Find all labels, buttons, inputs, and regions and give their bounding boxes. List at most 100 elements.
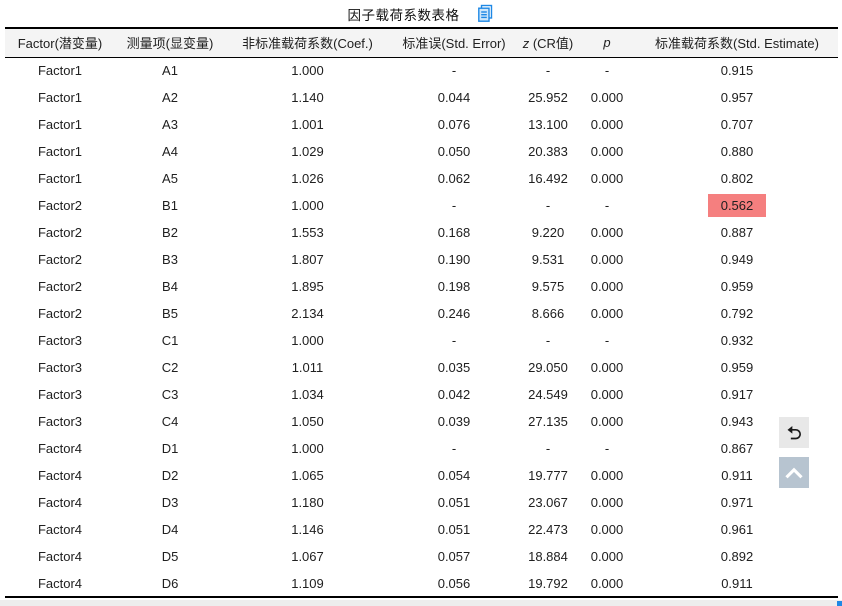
cell-z: 8.666 xyxy=(531,306,565,321)
cell-p: 0.000 xyxy=(590,575,624,591)
cell-coef: 1.065 xyxy=(291,468,324,483)
cell-item: B3 xyxy=(162,252,178,267)
cell-stderr: 0.035 xyxy=(437,360,471,375)
cell-est: 0.911 xyxy=(721,468,753,483)
cell-p: - xyxy=(604,198,610,213)
cell-p: 0.000 xyxy=(590,225,624,240)
cell-factor: Factor1 xyxy=(37,144,83,159)
cell-z: 18.884 xyxy=(528,549,568,564)
cell-factor: Factor2 xyxy=(37,198,83,213)
table-row: Factor4 D1 1.000 - - - 0.867 xyxy=(5,435,838,462)
cell-p: 0.000 xyxy=(590,387,624,402)
cell-est: 0.917 xyxy=(720,387,754,402)
cell-item: B5 xyxy=(162,306,178,321)
cell-z: - xyxy=(545,63,551,79)
cell-coef: 1.000 xyxy=(291,333,324,348)
cell-p: - xyxy=(604,441,610,456)
cell-item: B2 xyxy=(162,225,178,240)
cell-p: 0.000 xyxy=(590,279,624,294)
cell-est: 0.707 xyxy=(720,117,754,132)
cell-p: 0.000 xyxy=(590,306,624,321)
cell-coef: 1.067 xyxy=(291,549,324,564)
scroll-to-top-button[interactable] xyxy=(779,457,809,488)
cell-item: B4 xyxy=(162,279,178,294)
cell-z: 16.492 xyxy=(528,171,568,186)
cell-factor: Factor3 xyxy=(37,333,83,348)
cell-z: - xyxy=(545,441,551,456)
cell-est: 0.971 xyxy=(720,495,754,510)
cell-coef: 1.553 xyxy=(291,225,324,240)
cell-z: 20.383 xyxy=(528,144,568,159)
cell-stderr: 0.054 xyxy=(437,468,471,483)
cell-factor: Factor1 xyxy=(37,171,83,186)
cell-z: - xyxy=(545,333,551,348)
cell-stderr: 0.051 xyxy=(437,495,471,510)
cell-item: A3 xyxy=(162,117,178,132)
cell-coef: 1.140 xyxy=(291,90,324,105)
cell-factor: Factor3 xyxy=(37,387,83,402)
undo-button[interactable] xyxy=(779,417,809,448)
cell-stderr: - xyxy=(451,333,457,348)
column-header-p: p xyxy=(603,35,611,51)
cell-est: 0.961 xyxy=(720,522,754,537)
title-bar: 因子载荷系数表格 xyxy=(0,0,842,27)
table-row: Factor4 D2 1.065 0.054 19.777 0.000 0.911 xyxy=(5,462,838,489)
cell-p: - xyxy=(604,63,610,79)
table-row: Factor3 C1 1.000 - - - 0.932 xyxy=(5,327,838,354)
column-header-stderr: 标准误(Std. Error) xyxy=(402,36,506,52)
cell-item: C4 xyxy=(161,414,179,429)
cell-factor: Factor2 xyxy=(37,279,83,294)
cell-est: 0.887 xyxy=(720,225,754,240)
cell-stderr: 0.051 xyxy=(437,522,471,537)
cell-est: 0.957 xyxy=(720,90,754,105)
cell-coef: 1.000 xyxy=(291,198,324,213)
cell-z: 25.952 xyxy=(528,90,568,105)
table-row: Factor2 B1 1.000 - - - 0.562 xyxy=(5,192,838,219)
cell-factor: Factor4 xyxy=(37,522,83,537)
cell-est: 0.892 xyxy=(720,549,754,564)
cell-item: D3 xyxy=(161,495,179,510)
undo-icon xyxy=(784,423,804,443)
cell-est: 0.802 xyxy=(720,171,754,186)
cell-stderr: 0.057 xyxy=(437,549,471,564)
table-row: Factor1 A3 1.001 0.076 13.100 0.000 0.707 xyxy=(5,111,838,138)
cell-stderr: 0.168 xyxy=(437,225,471,240)
cell-factor: Factor1 xyxy=(37,63,83,79)
cell-factor: Factor2 xyxy=(37,306,83,321)
cell-p: 0.000 xyxy=(590,414,624,429)
cell-z: 22.473 xyxy=(528,522,568,537)
cell-z: 29.050 xyxy=(528,360,568,375)
cell-factor: Factor2 xyxy=(37,252,83,267)
table-title: 因子载荷系数表格 xyxy=(347,7,460,23)
cell-stderr: 0.039 xyxy=(437,414,471,429)
cell-est: 0.959 xyxy=(720,279,754,294)
cell-est: 0.792 xyxy=(720,306,754,321)
cell-factor: Factor3 xyxy=(37,360,83,375)
cell-p: 0.000 xyxy=(590,144,624,159)
cell-p: 0.000 xyxy=(590,495,624,510)
cell-stderr: 0.198 xyxy=(437,279,471,294)
column-header-factor: Factor(潜变量) xyxy=(17,36,103,52)
cell-p: 0.000 xyxy=(590,171,624,186)
copy-table-icon[interactable] xyxy=(476,4,495,23)
factor-loading-table: Factor(潜变量) 测量项(显变量) 非标准载荷系数(Coef.) 标准误(Std… xyxy=(5,27,838,598)
cell-factor: Factor3 xyxy=(37,414,83,429)
cell-z: 27.135 xyxy=(528,414,568,429)
table-row: Factor1 A5 1.026 0.062 16.492 0.000 0.802 xyxy=(5,165,838,192)
cell-item: B1 xyxy=(162,198,178,213)
cell-item: C3 xyxy=(161,387,179,402)
cell-stderr: 0.062 xyxy=(437,171,471,186)
table-row: Factor1 A1 1.000 - - - 0.915 xyxy=(5,57,838,84)
cell-coef: 1.050 xyxy=(291,414,324,429)
table-row: Factor2 B5 2.134 0.246 8.666 0.000 0.792 xyxy=(5,300,838,327)
column-header-coef: 非标准载荷系数(Coef.) xyxy=(242,36,373,52)
header-row: Factor(潜变量) 测量项(显变量) 非标准载荷系数(Coef.) 标准误(Std… xyxy=(5,28,838,57)
cell-factor: Factor4 xyxy=(37,468,83,483)
cell-coef: 1.895 xyxy=(291,279,324,294)
cell-stderr: 0.056 xyxy=(437,575,471,591)
cell-z: 23.067 xyxy=(528,495,568,510)
cell-stderr: 0.044 xyxy=(437,90,471,105)
cell-item: C2 xyxy=(161,360,179,375)
cell-p: - xyxy=(604,333,610,348)
cell-item: A1 xyxy=(162,63,178,79)
